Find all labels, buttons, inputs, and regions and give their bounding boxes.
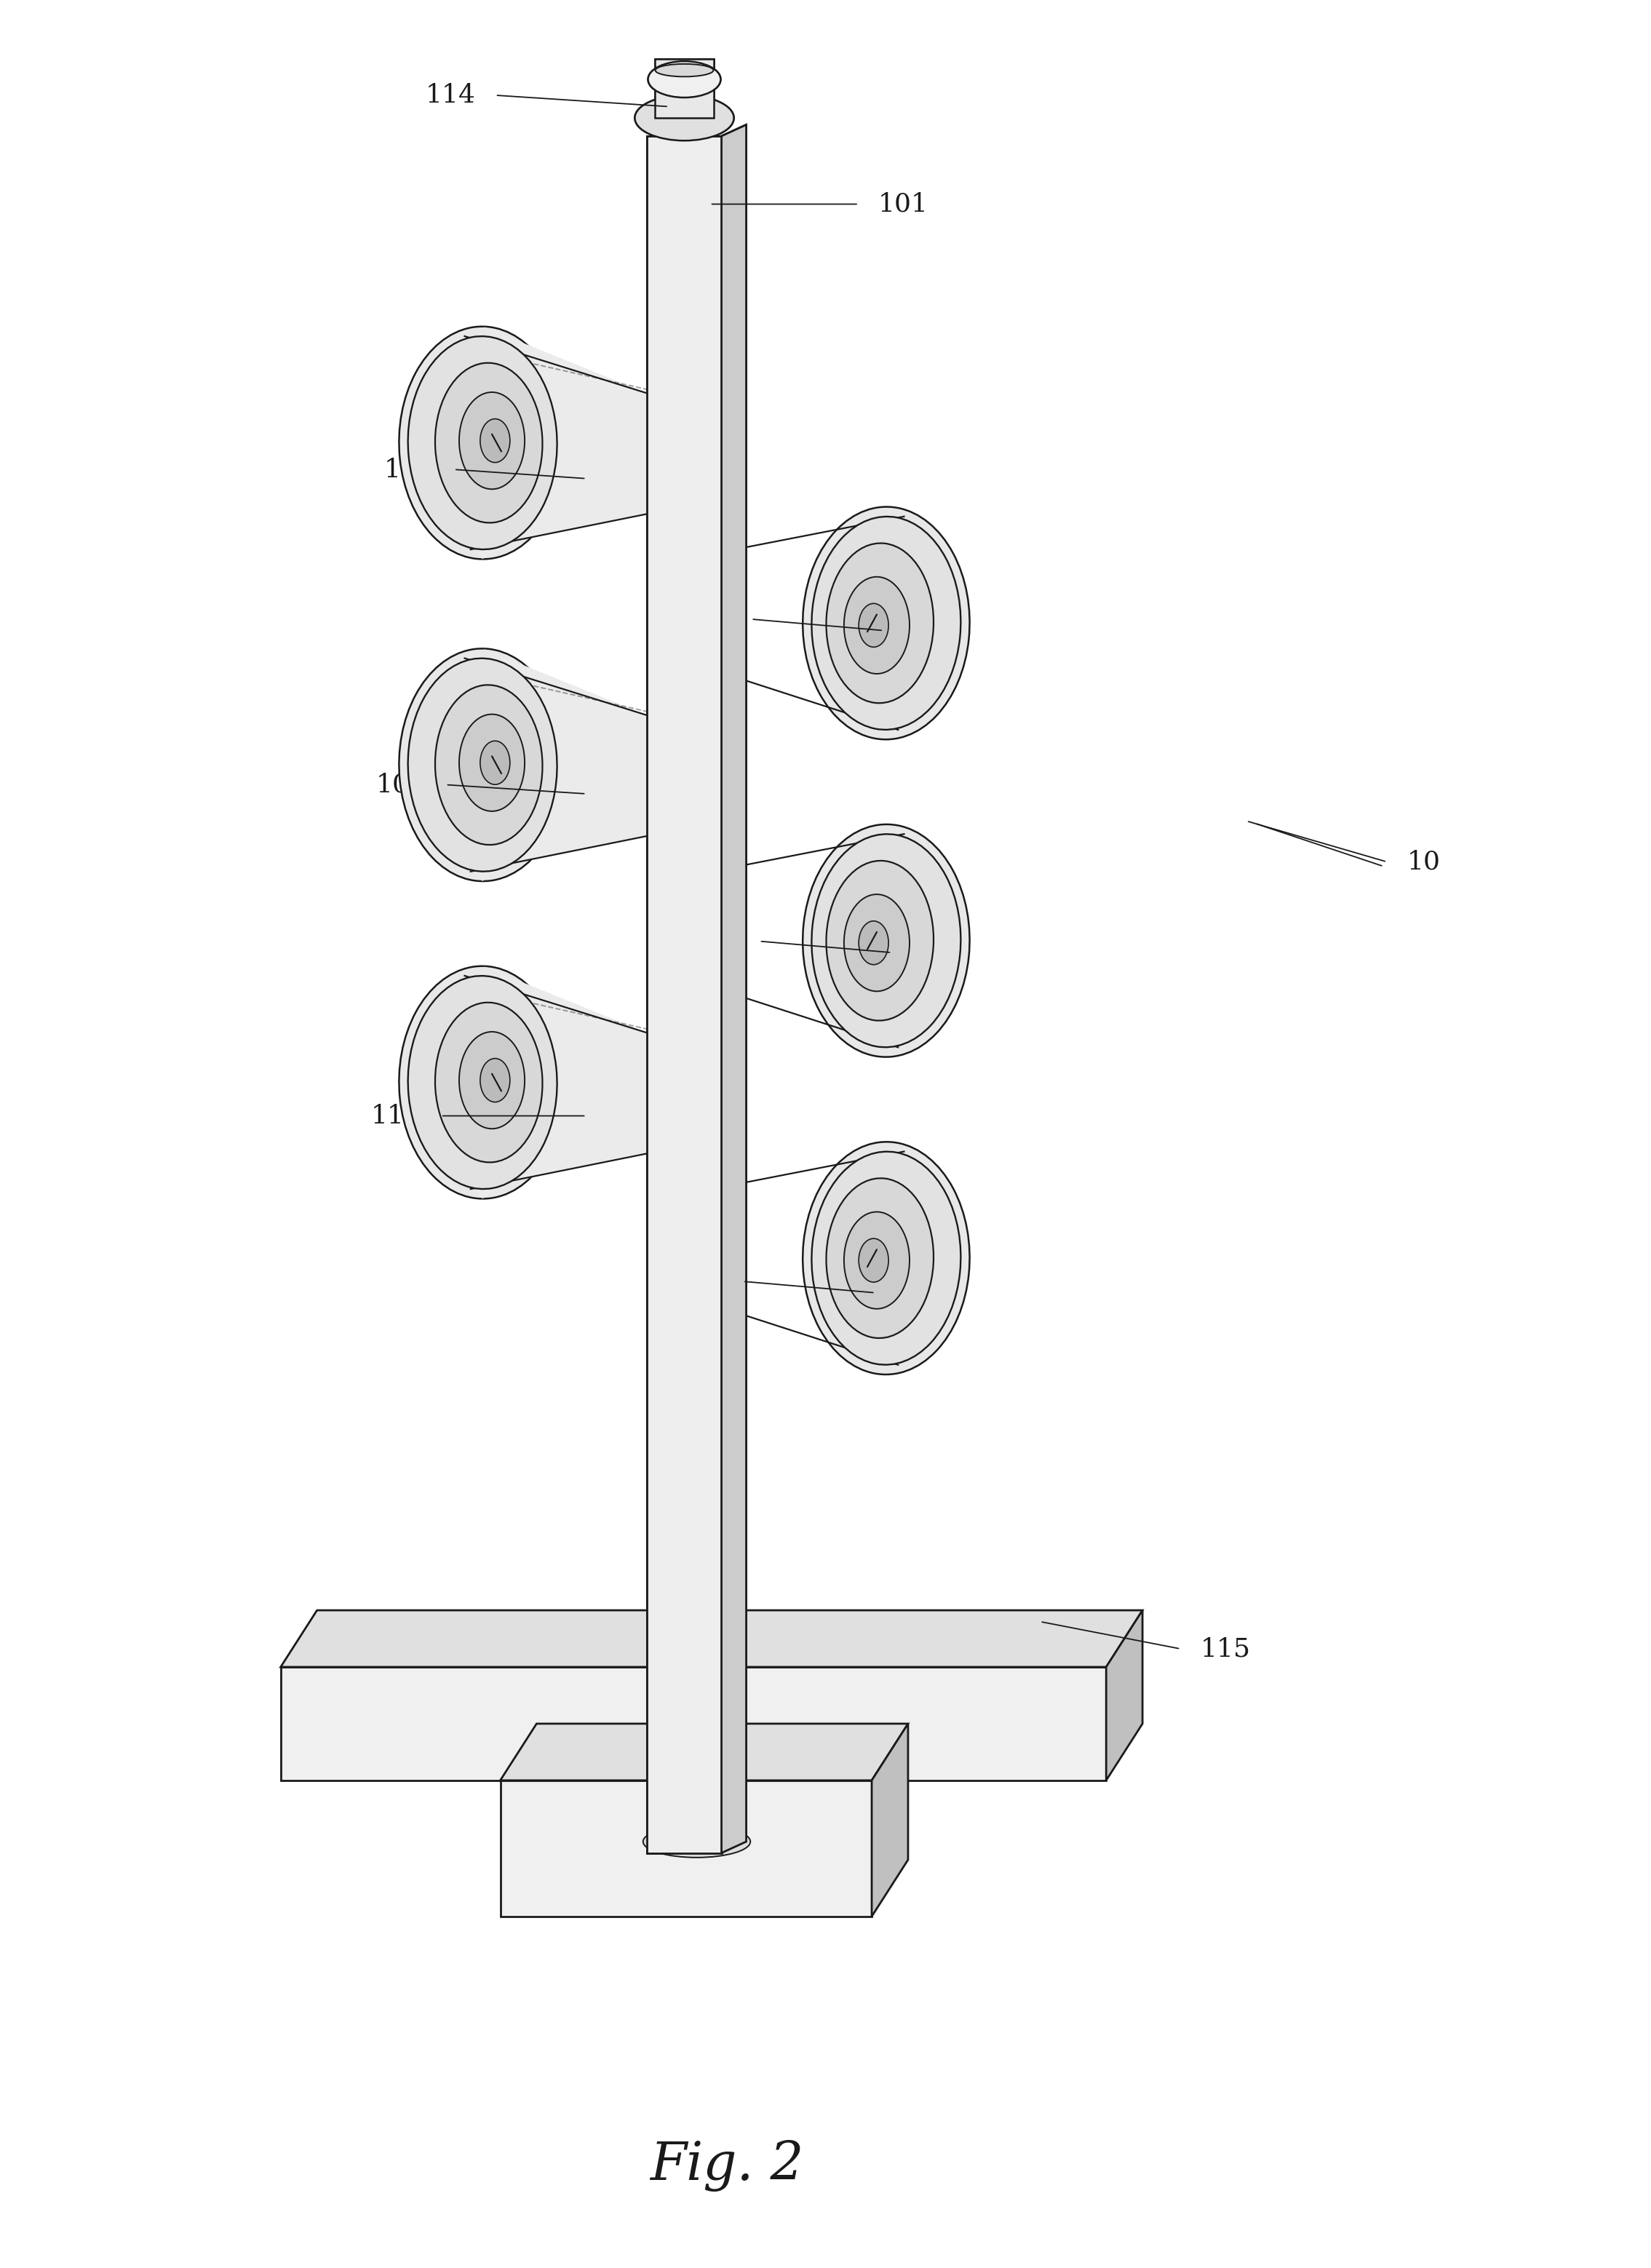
Ellipse shape (400, 649, 566, 882)
Ellipse shape (459, 1032, 525, 1129)
Ellipse shape (802, 823, 969, 1057)
Text: Fig. 2: Fig. 2 (649, 2141, 804, 2191)
Polygon shape (475, 649, 647, 882)
Ellipse shape (480, 420, 510, 463)
Text: 113: 113 (895, 1281, 944, 1304)
Polygon shape (500, 1724, 908, 1780)
Ellipse shape (826, 862, 933, 1021)
Text: 112: 112 (911, 941, 961, 964)
Polygon shape (281, 1667, 1106, 1780)
Ellipse shape (436, 685, 543, 844)
Ellipse shape (859, 1238, 888, 1281)
Ellipse shape (480, 1059, 510, 1102)
Ellipse shape (436, 363, 543, 522)
Ellipse shape (655, 64, 713, 77)
Ellipse shape (459, 392, 525, 490)
Ellipse shape (400, 966, 566, 1200)
Text: 115: 115 (1200, 1637, 1250, 1660)
Polygon shape (475, 966, 647, 1200)
Ellipse shape (812, 835, 961, 1048)
Ellipse shape (634, 95, 733, 141)
Ellipse shape (859, 921, 888, 964)
Ellipse shape (408, 658, 556, 871)
Ellipse shape (480, 742, 510, 785)
Polygon shape (500, 1780, 872, 1916)
Ellipse shape (459, 714, 525, 812)
Ellipse shape (802, 1141, 969, 1374)
Ellipse shape (844, 894, 910, 991)
Text: 111: 111 (903, 619, 953, 642)
Ellipse shape (408, 975, 556, 1188)
Polygon shape (475, 327, 647, 560)
Ellipse shape (436, 1002, 543, 1161)
Ellipse shape (812, 517, 961, 730)
Text: 110: 110 (371, 1105, 421, 1127)
Polygon shape (1106, 1610, 1142, 1780)
Polygon shape (872, 1724, 908, 1916)
Ellipse shape (844, 1211, 910, 1309)
Polygon shape (721, 125, 746, 1853)
Ellipse shape (826, 1179, 933, 1338)
Polygon shape (647, 136, 721, 1853)
Text: 109: 109 (376, 773, 426, 796)
Polygon shape (281, 1610, 1142, 1667)
Ellipse shape (634, 95, 733, 141)
Polygon shape (721, 125, 746, 1853)
Ellipse shape (400, 327, 566, 560)
Polygon shape (654, 59, 713, 118)
Text: 10: 10 (1407, 850, 1440, 873)
Ellipse shape (647, 61, 720, 98)
Polygon shape (654, 59, 713, 118)
Ellipse shape (644, 1826, 750, 1857)
Ellipse shape (812, 1152, 961, 1365)
Ellipse shape (655, 64, 713, 77)
Text: 108: 108 (385, 458, 434, 481)
Ellipse shape (802, 506, 969, 739)
Text: 101: 101 (878, 193, 928, 215)
Ellipse shape (844, 576, 910, 674)
Ellipse shape (826, 544, 933, 703)
Ellipse shape (647, 61, 720, 98)
Polygon shape (647, 136, 721, 1853)
Ellipse shape (408, 336, 556, 549)
Ellipse shape (859, 603, 888, 646)
Text: 114: 114 (426, 84, 475, 107)
